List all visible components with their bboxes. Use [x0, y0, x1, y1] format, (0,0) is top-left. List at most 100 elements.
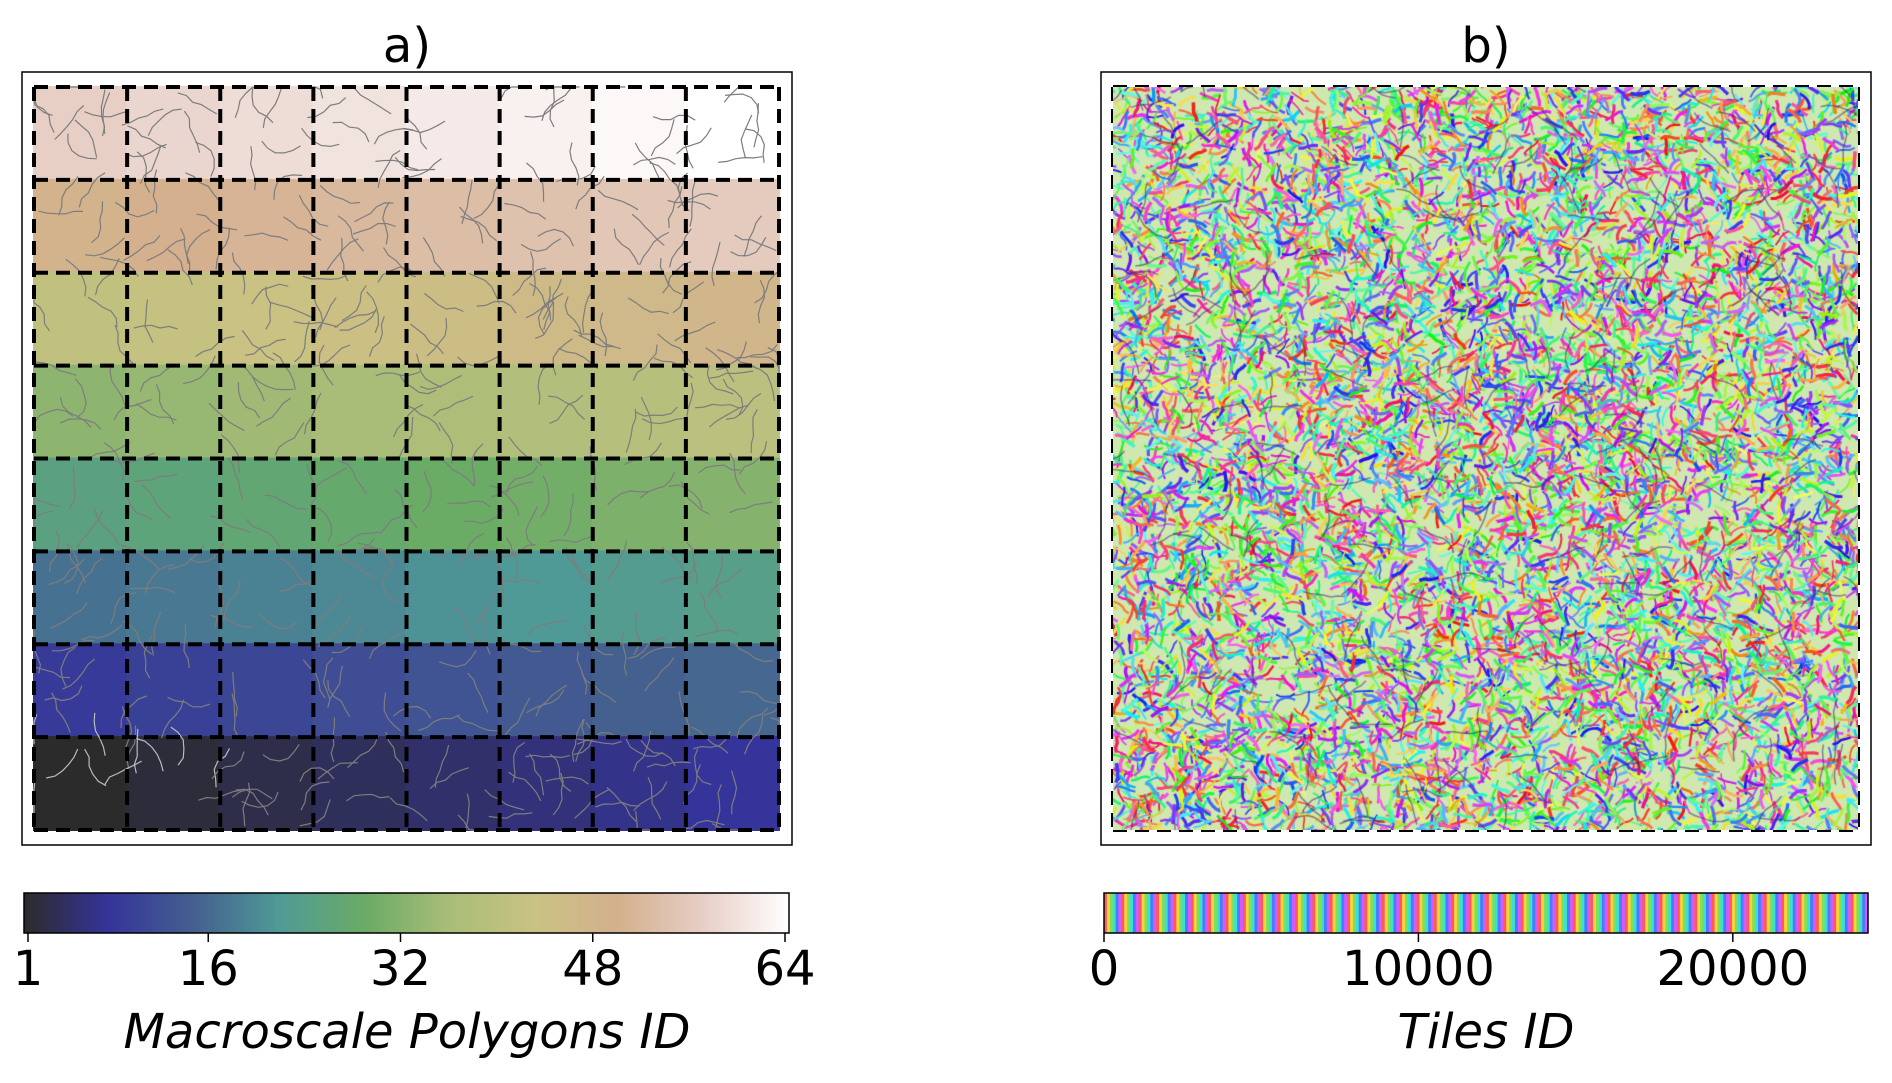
colorbar-stripe: [1865, 893, 1869, 933]
colorbar-stripe: [1662, 893, 1666, 933]
colorbar-stripe: [1312, 893, 1316, 933]
river-segment: [392, 705, 432, 719]
river-segment: [136, 737, 164, 772]
colorbar-stripe: [1856, 893, 1860, 933]
river-segment: [488, 812, 533, 819]
river-segment: [245, 338, 286, 356]
river-segment: [659, 258, 682, 295]
river-segment: [311, 506, 333, 542]
colorbar-stripe: [1393, 893, 1397, 933]
river-segment: [211, 751, 245, 780]
river-segment: [422, 470, 432, 513]
river-segment: [34, 361, 77, 376]
polygon-cell: [126, 86, 222, 181]
colorbar-stripe: [1836, 893, 1840, 933]
polygon-cell: [405, 457, 501, 553]
colorbar-stripe: [1839, 893, 1843, 933]
river-segment: [549, 86, 555, 128]
colorbar-stripe: [1685, 893, 1689, 933]
river-segment: [366, 291, 380, 334]
polygon-cell: [219, 86, 315, 181]
river-segment: [161, 699, 185, 739]
river-segment: [317, 762, 358, 780]
colorbar-stripe: [1190, 893, 1195, 933]
colorbar-stripe: [1755, 893, 1759, 933]
river-segment: [208, 402, 245, 432]
colorbar-stripe: [1349, 893, 1354, 933]
river-segment: [542, 278, 562, 320]
river-segment: [676, 127, 712, 155]
colorbar-stripe: [1569, 893, 1574, 933]
river-segment: [339, 308, 377, 331]
polygon-cell: [498, 271, 594, 367]
colorbar-stripe: [1737, 893, 1741, 933]
colorbar-stripe: [1295, 893, 1299, 933]
river-segment: [426, 317, 448, 357]
colorbar-stripe: [1486, 893, 1490, 933]
panel-b-tiles-map: [1113, 87, 1858, 830]
polygon-cell: [312, 457, 408, 553]
panel-a-dashed-grid: [32, 85, 781, 832]
colorbar-stripe: [1179, 893, 1183, 933]
colorbar-stripe: [1830, 893, 1834, 933]
colorbar-stripe: [1772, 893, 1776, 933]
river-segment: [526, 689, 565, 714]
river-segment: [357, 542, 394, 567]
polygon-cell: [405, 736, 501, 831]
colorbar-stripe: [1642, 893, 1646, 933]
polygon-cell: [405, 271, 501, 367]
river-segment: [495, 561, 505, 606]
river-segment: [520, 238, 562, 252]
colorbar-stripe: [1439, 893, 1443, 933]
colorbar-stripe: [1286, 893, 1290, 933]
colorbar-stripe: [1130, 893, 1134, 933]
polygon-cell: [219, 736, 315, 831]
colorbar-stripe: [1344, 893, 1348, 933]
colorbar-stripe: [1364, 893, 1368, 933]
river-segment: [299, 799, 331, 827]
river-segment: [231, 693, 240, 738]
polygon-cell: [591, 736, 687, 831]
river-segment: [644, 657, 675, 692]
colorbar-stripe: [1674, 893, 1678, 933]
river-segment: [62, 658, 96, 690]
river-segment: [262, 744, 300, 762]
river-segment: [632, 731, 652, 772]
colorbar-stripe: [1798, 893, 1802, 933]
river-segment: [479, 611, 491, 655]
tick-label: 32: [370, 941, 431, 997]
river-segment: [729, 453, 746, 495]
colorbar-stripe: [1700, 893, 1704, 933]
river-segment: [660, 561, 698, 584]
colorbar-stripe: [1208, 893, 1212, 933]
river-segment: [113, 399, 152, 421]
colorbar-stripe: [1399, 893, 1403, 933]
river-segment: [167, 249, 193, 286]
colorbar-stripe: [1457, 893, 1461, 933]
river-segment: [625, 408, 637, 453]
river-segment: [383, 692, 402, 732]
river-segment: [730, 237, 767, 257]
colorbar-stripe: [1853, 893, 1857, 933]
river-segment: [667, 186, 683, 229]
river-segment: [504, 202, 547, 220]
river-segment: [739, 441, 768, 475]
river-segment: [698, 590, 718, 632]
river-segment: [337, 215, 364, 252]
colorbar-stripe: [1535, 893, 1539, 933]
colorbar-stripe: [1138, 893, 1142, 933]
polygon-cell: [219, 271, 315, 367]
river-segment: [99, 256, 139, 277]
colorbar-stripe: [1384, 893, 1388, 933]
river-segment: [606, 787, 637, 822]
river-segment: [460, 215, 497, 242]
river-segment: [103, 441, 125, 480]
colorbar-stripe: [1271, 893, 1276, 933]
colorbar-stripe: [1338, 893, 1342, 933]
colorbar-stripe: [1321, 893, 1325, 933]
river-segment: [251, 87, 274, 124]
polygon-cell: [219, 457, 315, 553]
colorbar-stripe: [1616, 893, 1620, 933]
colorbar-stripe: [1109, 893, 1113, 933]
river-segment: [423, 292, 464, 313]
